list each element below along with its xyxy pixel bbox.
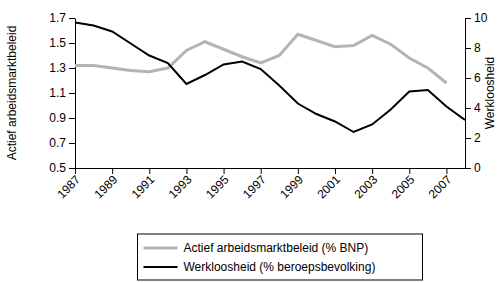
tick-mark — [69, 43, 75, 44]
tick: 0.5 — [49, 161, 75, 175]
tick-mark — [69, 18, 75, 19]
tick-mark — [465, 138, 471, 139]
x-axis-line — [76, 168, 466, 169]
tick-label: 4 — [474, 101, 481, 115]
tick: 6 — [465, 71, 481, 85]
tick-label: 1987 — [54, 172, 83, 201]
tick-mark — [69, 68, 75, 69]
tick-label: 2003 — [351, 172, 380, 201]
tick: 8 — [465, 41, 481, 55]
tick: 4 — [465, 101, 481, 115]
y-axis: 0.5 0.7 0.9 1.1 1.3 1.5 1.7 — [49, 11, 75, 175]
legend-swatch — [144, 266, 178, 268]
y2-axis-line — [465, 19, 466, 169]
tick: 1999 — [277, 168, 306, 201]
tick-label: 0 — [474, 161, 481, 175]
tick-label: 2007 — [426, 172, 455, 201]
tick-mark — [75, 168, 76, 174]
legend: Actief arbeidsmarktbeleid (% BNP) Werkloo… — [138, 234, 423, 280]
tick-mark — [446, 168, 447, 174]
y-axis-title: Actief arbeidsmarktbeleid — [5, 26, 19, 161]
tick-mark — [69, 143, 75, 144]
tick-label: 1999 — [277, 172, 306, 201]
chart: 1987 1989 1991 1993 1995 1997 1999 2001 2003 2005… — [0, 0, 500, 283]
tick: 2 — [465, 131, 481, 145]
tick-label: 1.1 — [49, 86, 66, 100]
tick-label: 10 — [474, 11, 488, 25]
tick-label: 2001 — [314, 172, 343, 201]
tick-label: 1.5 — [49, 36, 66, 50]
tick-mark — [112, 168, 113, 174]
tick-label: 1997 — [240, 172, 269, 201]
tick: 1997 — [240, 168, 269, 201]
tick-label: 1995 — [203, 172, 232, 201]
legend-box — [138, 234, 423, 280]
tick: 1995 — [203, 168, 232, 201]
tick: 2003 — [351, 168, 380, 201]
lines — [75, 23, 465, 133]
tick: 1989 — [91, 168, 120, 201]
tick-mark — [372, 168, 373, 174]
legend-label: Actief arbeidsmarktbeleid (% BNP) — [184, 241, 369, 255]
tick-label: 0.5 — [49, 161, 66, 175]
tick-mark — [298, 168, 299, 174]
series-line — [75, 34, 446, 83]
tick: 0 — [465, 161, 481, 175]
tick: 2007 — [426, 168, 455, 201]
tick-mark — [465, 108, 471, 109]
tick-mark — [69, 118, 75, 119]
tick-label: 2005 — [389, 172, 418, 201]
tick: 2001 — [314, 168, 343, 201]
tick-label: 1991 — [129, 172, 158, 201]
tick: 1.7 — [49, 11, 75, 25]
tick-mark — [335, 168, 336, 174]
x-axis: 1987 1989 1991 1993 1995 1997 1999 2001 2003 2005… — [54, 168, 465, 201]
tick-mark — [69, 93, 75, 94]
y2-axis-title: Werkloosheid — [483, 57, 497, 129]
tick: 1991 — [129, 168, 158, 201]
tick: 0.9 — [49, 111, 75, 125]
plot: 1987 1989 1991 1993 1995 1997 1999 2001 2003 2005… — [49, 11, 487, 201]
tick-mark — [465, 78, 471, 79]
tick-mark — [465, 18, 471, 19]
tick-mark — [261, 168, 262, 174]
tick-label: 1993 — [166, 172, 195, 201]
tick: 0.7 — [49, 136, 75, 150]
tick-mark — [224, 168, 225, 174]
tick-mark — [149, 168, 150, 174]
series-line — [75, 23, 465, 133]
tick: 10 — [465, 11, 488, 25]
tick-mark — [409, 168, 410, 174]
tick-label: 1.3 — [49, 61, 66, 75]
tick-mark — [186, 168, 187, 174]
y-axis-line — [75, 19, 76, 169]
tick-label: 8 — [474, 41, 481, 55]
tick: 1.3 — [49, 61, 75, 75]
tick-mark — [465, 168, 471, 169]
tick: 2005 — [389, 168, 418, 201]
tick-mark — [69, 168, 75, 169]
legend-swatch — [144, 247, 178, 250]
tick: 1.1 — [49, 86, 75, 100]
tick: 1993 — [166, 168, 195, 201]
tick-label: 0.9 — [49, 111, 66, 125]
tick-label: 6 — [474, 71, 481, 85]
tick-mark — [465, 48, 471, 49]
tick-label: 2 — [474, 131, 481, 145]
legend-label: Werkloosheid (% beroepsbevolking) — [184, 260, 376, 274]
tick-label: 1989 — [91, 172, 120, 201]
tick: 1.5 — [49, 36, 75, 50]
tick-label: 1.7 — [49, 11, 66, 25]
tick-label: 0.7 — [49, 136, 66, 150]
